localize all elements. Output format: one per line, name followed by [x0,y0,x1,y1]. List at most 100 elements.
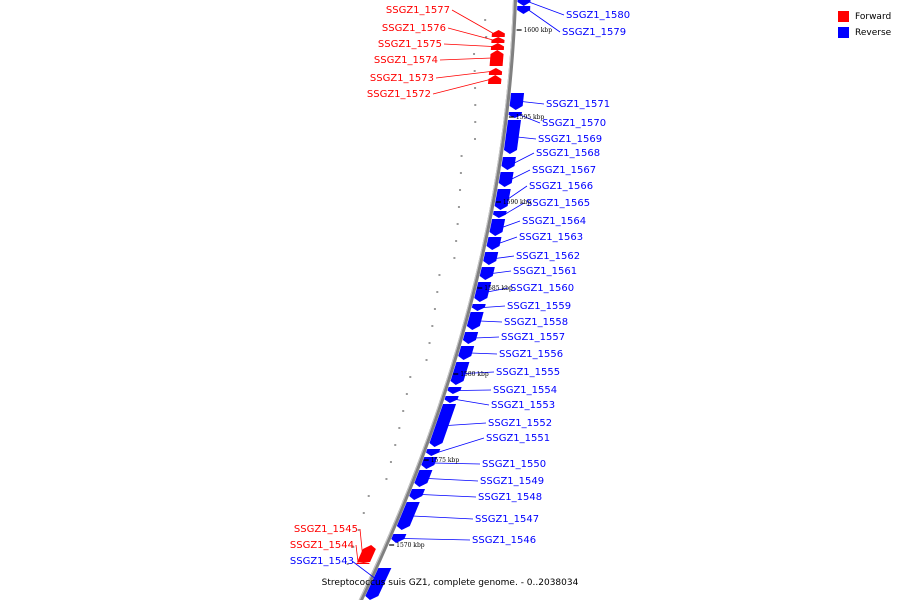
gene-label[interactable]: SSGZ1_1553 [491,400,555,411]
leader-line [513,152,535,164]
gene-label[interactable]: SSGZ1_1564 [522,216,586,227]
legend: Forward Reverse [838,9,891,41]
leader-line [432,79,490,95]
gene-SSGZ1_1546[interactable] [391,534,407,543]
gene-label[interactable]: SSGZ1_1544 [290,540,354,551]
gene-SSGZ1_1561[interactable] [479,267,495,280]
leader-line [483,305,506,308]
map-caption: Streptococcus suis GZ1, complete genome.… [321,578,579,588]
gene-label[interactable]: SSGZ1_1547 [475,514,539,525]
leader-line [528,9,561,33]
gene-label[interactable]: SSGZ1_1559 [507,301,571,312]
gene-SSGZ1_1577[interactable] [491,30,505,37]
gene-SSGZ1_1543[interactable] [365,568,392,600]
position-label: 1600 kbp [524,27,553,34]
gene-label[interactable]: SSGZ1_1551 [486,433,550,444]
gene-SSGZ1_1576[interactable] [491,37,505,43]
leader-line [504,202,525,215]
leader-line [402,538,471,541]
gene-SSGZ1_1553[interactable] [444,396,459,403]
gene-SSGZ1_1574[interactable] [489,50,504,66]
gene-label[interactable]: SSGZ1_1550 [482,459,546,470]
gene-label[interactable]: SSGZ1_1560 [510,283,574,294]
gene-SSGZ1_1558[interactable] [466,312,484,330]
gene-label[interactable]: SSGZ1_1555 [496,367,560,378]
gene-label[interactable]: SSGZ1_1575 [378,39,442,50]
gene-label[interactable]: SSGZ1_1546 [472,535,536,546]
gene-SSGZ1_1566[interactable] [494,189,511,210]
gene-label[interactable]: SSGZ1_1574 [374,55,438,66]
gene-SSGZ1_1548[interactable] [409,489,426,500]
position-label: 1590 kbp [503,199,532,206]
gene-SSGZ1_1554[interactable] [447,387,462,394]
gene-label[interactable]: SSGZ1_1569 [538,134,602,145]
gene-SSGZ1_1579[interactable] [517,6,531,14]
leader-line [439,57,492,61]
gene-SSGZ1_1580[interactable] [517,0,531,6]
gene-features [356,0,531,600]
gene-SSGZ1_1545[interactable] [357,545,376,562]
gene-label[interactable]: SSGZ1_1556 [499,349,563,360]
gene-label[interactable]: SSGZ1_1577 [386,5,450,16]
gene-label[interactable]: SSGZ1_1567 [532,165,596,176]
gene-SSGZ1_1572[interactable] [487,75,502,84]
gene-SSGZ1_1568[interactable] [501,157,516,170]
gene-label[interactable]: SSGZ1_1561 [513,266,577,277]
legend-label: Reverse [855,27,892,38]
gene-SSGZ1_1556[interactable] [458,346,475,360]
gene-label[interactable]: SSGZ1_1548 [478,492,542,503]
leader-line [435,71,491,79]
backbone-highlight [358,0,515,600]
gene-label[interactable]: SSGZ1_1566 [529,181,593,192]
gene-label[interactable]: SSGZ1_1570 [542,118,606,129]
gene-SSGZ1_1551[interactable] [425,449,441,456]
leader-line [487,287,509,293]
genome-backbone [358,0,518,600]
gene-label[interactable]: SSGZ1_1571 [546,99,610,110]
gene-label[interactable]: SSGZ1_1554 [493,385,557,396]
gene-SSGZ1_1549[interactable] [414,470,433,487]
gene-SSGZ1_1552[interactable] [429,404,457,447]
gene-label[interactable]: SSGZ1_1568 [536,148,600,159]
tick-marks [346,19,488,565]
gene-label[interactable]: SSGZ1_1580 [566,10,630,21]
gene-label[interactable]: SSGZ1_1572 [367,89,431,100]
leader-line [501,220,521,228]
gene-SSGZ1_1559[interactable] [471,304,486,311]
gene-SSGZ1_1547[interactable] [396,502,420,530]
gene-label[interactable]: SSGZ1_1563 [519,232,583,243]
gene-label[interactable]: SSGZ1_1558 [504,317,568,328]
leader-line [412,515,474,520]
gene-label[interactable]: SSGZ1_1557 [501,332,565,343]
gene-labels: SSGZ1_1580 SSGZ1_1579 SSGZ1_1577 SSGZ1_1576… [290,5,630,567]
leader-line [491,270,512,274]
forward-swatch [838,11,849,22]
label-leaders [351,1,565,585]
gene-SSGZ1_1569[interactable] [503,120,521,154]
gene-SSGZ1_1544[interactable] [356,562,370,564]
gene-SSGZ1_1573[interactable] [488,68,503,75]
gene-SSGZ1_1555[interactable] [450,362,470,385]
gene-label[interactable]: SSGZ1_1552 [488,418,552,429]
gene-label[interactable]: SSGZ1_1562 [516,251,580,262]
leader-line [458,389,492,391]
leader-line [455,399,490,406]
gene-SSGZ1_1557[interactable] [462,332,479,344]
gene-SSGZ1_1575[interactable] [490,43,505,50]
leader-line [447,27,494,41]
position-label: 1585 kbp [484,285,513,292]
gene-SSGZ1_1563[interactable] [486,237,502,250]
gene-SSGZ1_1564[interactable] [489,219,506,236]
gene-label[interactable]: SSGZ1_1543 [290,556,354,567]
gene-SSGZ1_1560[interactable] [474,282,492,302]
gene-SSGZ1_1562[interactable] [483,252,499,265]
gene-label[interactable]: SSGZ1_1549 [480,476,544,487]
gene-SSGZ1_1567[interactable] [498,172,514,187]
gene-label[interactable]: SSGZ1_1545 [294,524,358,535]
gene-SSGZ1_1571[interactable] [509,93,525,110]
gene-label[interactable]: SSGZ1_1565 [526,198,590,209]
gene-SSGZ1_1565[interactable] [493,211,507,218]
gene-label[interactable]: SSGZ1_1576 [382,23,446,34]
gene-label[interactable]: SSGZ1_1579 [562,27,626,38]
gene-label[interactable]: SSGZ1_1573 [370,73,434,84]
